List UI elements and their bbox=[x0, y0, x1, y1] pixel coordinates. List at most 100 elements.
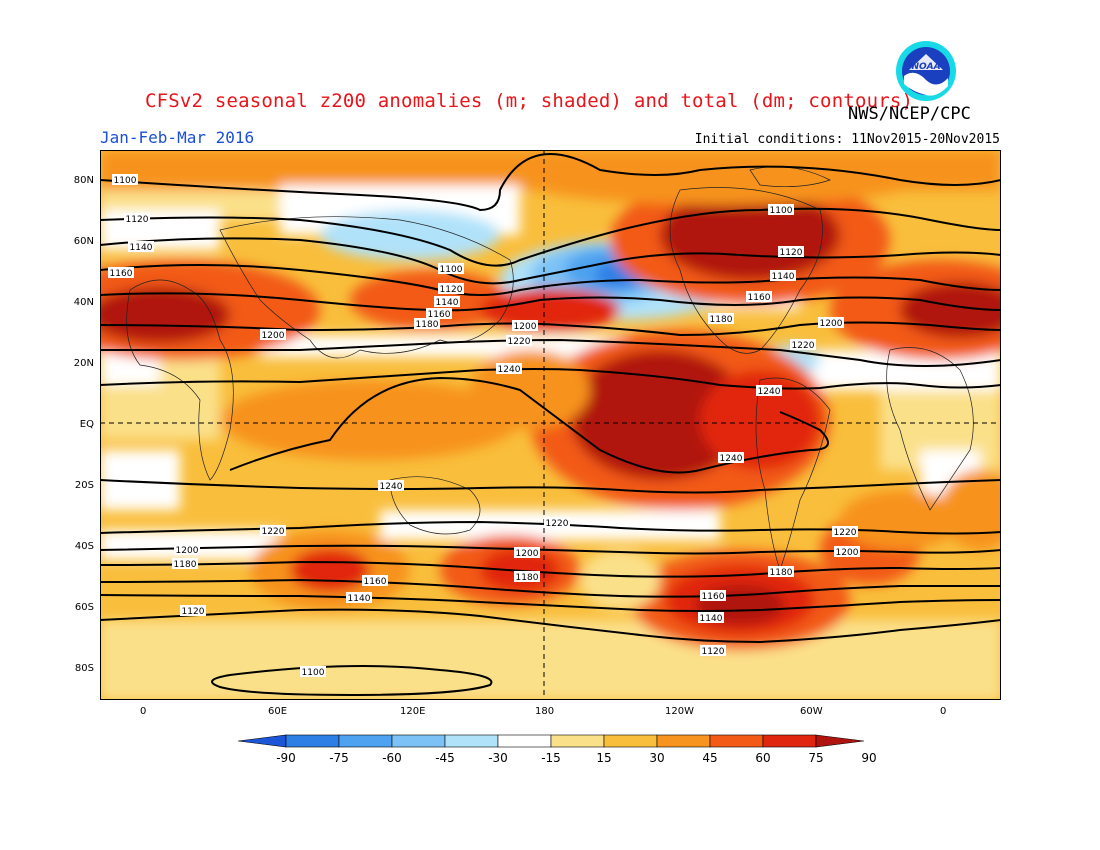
contour-label: 1120 bbox=[180, 605, 206, 617]
contour-labels: 1100 1120 1140 1160 1200 1100 1120 1140 … bbox=[108, 174, 860, 678]
svg-text:1200: 1200 bbox=[262, 331, 285, 341]
svg-text:1120: 1120 bbox=[440, 285, 463, 295]
contour-label: 1100 bbox=[112, 174, 138, 186]
colorbar-tick-label: 75 bbox=[808, 751, 824, 765]
contour-label: 1180 bbox=[172, 558, 198, 570]
svg-text:1160: 1160 bbox=[428, 310, 451, 320]
anomaly-map: 1100 1120 1140 1160 1200 1100 1120 1140 … bbox=[100, 150, 1001, 700]
colorbar-tick-label: -15 bbox=[541, 751, 561, 765]
contour-label: 1100 bbox=[438, 263, 464, 275]
map-title: CFSv2 seasonal z200 anomalies (m; shaded… bbox=[145, 90, 914, 112]
contour-label: 1200 bbox=[834, 546, 860, 558]
lat-label: 80N bbox=[73, 175, 94, 186]
svg-text:1180: 1180 bbox=[710, 315, 733, 325]
contour-label: 1140 bbox=[770, 270, 796, 282]
contour-label: 1120 bbox=[438, 283, 464, 295]
svg-text:NOAA: NOAA bbox=[911, 62, 940, 72]
colorbar-tick-label: 60 bbox=[755, 751, 771, 765]
lat-label: 20S bbox=[74, 480, 94, 491]
colorbar-cell bbox=[338, 734, 393, 748]
svg-text:1140: 1140 bbox=[436, 298, 459, 308]
lon-label: 0 bbox=[940, 706, 947, 717]
colorbar-cell bbox=[603, 734, 658, 748]
height-contours bbox=[100, 153, 1001, 697]
svg-text:1220: 1220 bbox=[508, 337, 531, 347]
contour-label: 1180 bbox=[514, 571, 540, 583]
lon-label: 60W bbox=[800, 706, 823, 717]
colorbar bbox=[238, 734, 864, 748]
contour-label: 1220 bbox=[832, 526, 858, 538]
svg-text:1140: 1140 bbox=[700, 614, 723, 624]
lon-label: 120W bbox=[665, 706, 694, 717]
svg-text:1200: 1200 bbox=[514, 322, 537, 332]
lat-label: 40S bbox=[74, 541, 94, 552]
svg-text:1100: 1100 bbox=[440, 265, 463, 275]
colorbar-cell bbox=[285, 734, 340, 748]
svg-text:1200: 1200 bbox=[516, 549, 539, 559]
svg-text:1180: 1180 bbox=[516, 573, 539, 583]
contour-label: 1140 bbox=[128, 241, 154, 253]
svg-text:1240: 1240 bbox=[498, 365, 521, 375]
contour-label: 1200 bbox=[512, 320, 538, 332]
contour-label: 1120 bbox=[700, 645, 726, 657]
colorbar-cell bbox=[497, 734, 552, 748]
svg-text:1120: 1120 bbox=[126, 215, 149, 225]
contour-label: 1120 bbox=[124, 213, 150, 225]
svg-text:1200: 1200 bbox=[836, 548, 859, 558]
lon-label: 0 bbox=[140, 706, 147, 717]
contour-label: 1200 bbox=[260, 329, 286, 341]
map-frame bbox=[100, 150, 1001, 700]
lat-label: 40N bbox=[73, 297, 94, 308]
colorbar-arrow-high bbox=[815, 734, 864, 748]
contour-label: 1100 bbox=[768, 204, 794, 216]
contour-label: 1140 bbox=[346, 592, 372, 604]
colorbar-tick-label: 30 bbox=[649, 751, 665, 765]
contour-label: 1240 bbox=[496, 363, 522, 375]
contour-label: 1160 bbox=[426, 308, 452, 320]
lat-label: 20N bbox=[73, 358, 94, 369]
noaa-logo: NOAA bbox=[896, 41, 956, 101]
contour-label: 1100 bbox=[300, 666, 326, 678]
svg-text:1140: 1140 bbox=[772, 272, 795, 282]
svg-text:1240: 1240 bbox=[380, 482, 403, 492]
colorbar-tick-label: -60 bbox=[382, 751, 402, 765]
svg-text:1160: 1160 bbox=[702, 592, 725, 602]
svg-text:1120: 1120 bbox=[780, 248, 803, 258]
colorbar-cell bbox=[709, 734, 764, 748]
colorbar-tick-label: -45 bbox=[435, 751, 455, 765]
contour-label: 1180 bbox=[708, 313, 734, 325]
colorbar-tick-label: -30 bbox=[488, 751, 508, 765]
colorbar-cell bbox=[762, 734, 817, 748]
lon-label: 180 bbox=[535, 706, 555, 717]
svg-text:1100: 1100 bbox=[302, 668, 325, 678]
colorbar-tick-label: -75 bbox=[329, 751, 349, 765]
contour-label: 1180 bbox=[768, 566, 794, 578]
contour-label: 1160 bbox=[108, 267, 134, 279]
svg-text:1140: 1140 bbox=[130, 243, 153, 253]
lon-label: 60E bbox=[268, 706, 288, 717]
svg-text:1180: 1180 bbox=[770, 568, 793, 578]
svg-text:1180: 1180 bbox=[416, 320, 439, 330]
contour-label: 1160 bbox=[362, 575, 388, 587]
colorbar-tick-label: -90 bbox=[276, 751, 296, 765]
contour-label: 1220 bbox=[790, 339, 816, 351]
svg-text:1160: 1160 bbox=[364, 577, 387, 587]
contour-label: 1200 bbox=[174, 544, 200, 556]
svg-text:1120: 1120 bbox=[182, 607, 205, 617]
contour-label: 1220 bbox=[506, 335, 532, 347]
colorbar-tick-label: 15 bbox=[596, 751, 612, 765]
lat-label: 60S bbox=[74, 602, 94, 613]
svg-text:1220: 1220 bbox=[834, 528, 857, 538]
svg-text:1100: 1100 bbox=[770, 206, 793, 216]
colorbar-cell bbox=[391, 734, 446, 748]
svg-text:1220: 1220 bbox=[792, 341, 815, 351]
contour-label: 1200 bbox=[514, 547, 540, 559]
svg-text:1100: 1100 bbox=[114, 176, 137, 186]
lon-label: 120E bbox=[400, 706, 426, 717]
svg-text:1140: 1140 bbox=[348, 594, 371, 604]
svg-text:1220: 1220 bbox=[546, 519, 569, 529]
svg-text:1200: 1200 bbox=[176, 546, 199, 556]
svg-text:1160: 1160 bbox=[748, 293, 771, 303]
colorbar-arrow-low bbox=[238, 734, 287, 748]
contour-label: 1220 bbox=[544, 517, 570, 529]
